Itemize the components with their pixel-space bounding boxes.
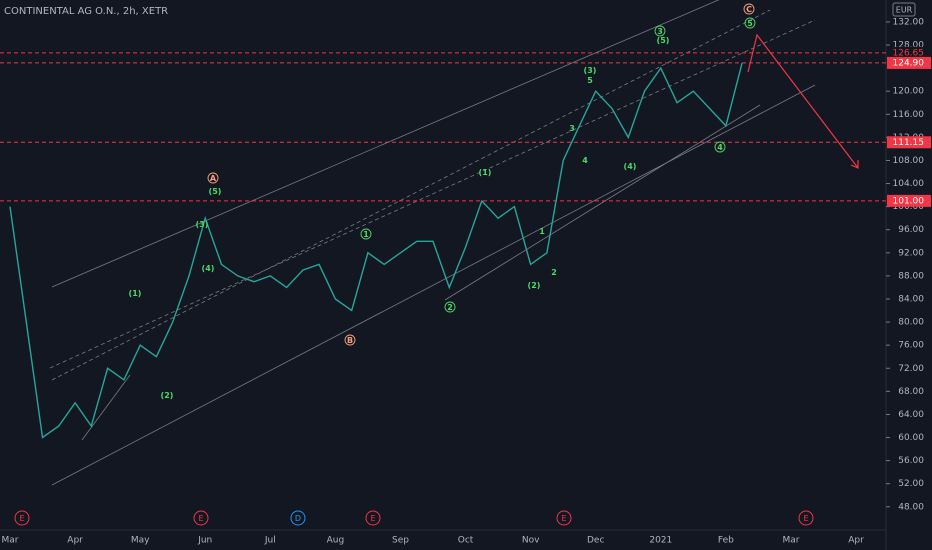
level-label-box xyxy=(887,136,931,149)
wave-label: 5 xyxy=(747,19,753,28)
wave-circle xyxy=(444,301,456,313)
wave-circle xyxy=(714,141,726,153)
x-tick-label: Apr xyxy=(848,536,864,546)
wave-label: C xyxy=(746,5,752,14)
wave-label: 4 xyxy=(582,156,588,165)
wave-label: (5) xyxy=(657,36,670,45)
channel-line xyxy=(51,0,720,288)
event-label: D xyxy=(295,514,301,523)
wave-circle xyxy=(344,334,356,346)
wave-circle xyxy=(654,25,666,37)
wave-label: (2) xyxy=(528,281,541,290)
projection xyxy=(747,33,859,169)
level-label: 111.15 xyxy=(893,138,925,148)
wave-label: 2 xyxy=(551,268,557,277)
channel-line xyxy=(444,104,761,301)
level-label: 126.65 xyxy=(893,48,925,58)
wave-label: (4) xyxy=(624,162,637,171)
wave-label: (1) xyxy=(129,289,142,298)
x-tick-label: Jun xyxy=(197,536,212,546)
channel-line xyxy=(51,84,816,486)
y-tick-label: 76.00 xyxy=(898,341,924,351)
y-tick-label: 132.00 xyxy=(893,17,925,27)
x-tick-label: Mar xyxy=(782,536,799,546)
event-marker xyxy=(193,510,209,526)
y-tick-label: 108.00 xyxy=(893,156,925,166)
x-tick-label: Apr xyxy=(67,536,83,546)
y-tick-label: 128.00 xyxy=(893,41,925,51)
wave-label: (4) xyxy=(202,264,215,273)
y-tick-label: 96.00 xyxy=(898,225,924,235)
wave-circle xyxy=(744,17,756,29)
wave-label: (5) xyxy=(209,187,222,196)
wave-label: 1 xyxy=(539,227,545,236)
wave-label: 4 xyxy=(717,143,723,152)
x-tick-label: Dec xyxy=(587,536,604,546)
event-label: E xyxy=(19,514,24,523)
currency: EUR xyxy=(896,6,913,15)
wave-label: 3 xyxy=(657,27,663,36)
event-label: E xyxy=(370,514,375,523)
wave-label: 1 xyxy=(363,230,369,239)
event-label: E xyxy=(561,514,566,523)
y-tick-label: 120.00 xyxy=(893,87,925,97)
y-tick-label: 60.00 xyxy=(898,433,924,443)
currency-box xyxy=(892,2,916,17)
y-tick-label: 104.00 xyxy=(893,179,925,189)
event-marker xyxy=(14,510,30,526)
level-label-box xyxy=(887,194,931,207)
wave-circle xyxy=(743,3,755,15)
y-tick-label: 100.00 xyxy=(893,202,925,212)
arrow-head xyxy=(850,160,859,169)
y-tick-label: 64.00 xyxy=(898,410,924,420)
wave-circle xyxy=(360,228,372,240)
y-tick-label: 48.00 xyxy=(898,502,924,512)
level-label-box xyxy=(887,46,931,59)
y-tick-label: 88.00 xyxy=(898,271,924,281)
y-tick-label: 68.00 xyxy=(898,387,924,397)
y-tick-label: 92.00 xyxy=(898,248,924,258)
y-tick-label: 84.00 xyxy=(898,294,924,304)
level-label: 124.90 xyxy=(893,58,925,68)
wave-label: (3) xyxy=(584,66,597,75)
chart-title: CONTINENTAL AG O.N., 2h, XETR xyxy=(4,6,168,17)
y-tick-label: 52.00 xyxy=(898,479,924,489)
channel-mid-line xyxy=(51,9,771,381)
wave-label: B xyxy=(347,336,353,345)
wave-label: 5 xyxy=(587,76,593,85)
x-tick-label: Feb xyxy=(718,536,734,546)
x-tick-label: Nov xyxy=(522,536,540,546)
price-line xyxy=(9,62,743,439)
projection-arrow xyxy=(747,33,859,169)
x-tick-label: Sep xyxy=(392,536,409,546)
x-tick-label: May xyxy=(131,536,150,546)
wave-label: 3 xyxy=(569,124,575,133)
y-tick-label: 80.00 xyxy=(898,318,924,328)
y-tick-label: 72.00 xyxy=(898,364,924,374)
x-tick-label: Mar xyxy=(2,536,19,546)
x-tick-label: Jul xyxy=(264,536,276,546)
level-label: 101.00 xyxy=(893,196,925,206)
wave-label: (3) xyxy=(196,220,209,229)
wave-circle xyxy=(207,172,219,184)
event-marker xyxy=(798,510,814,526)
wave-label: (1) xyxy=(479,168,492,177)
wave-label: (2) xyxy=(161,391,174,400)
event-marker xyxy=(290,510,306,526)
channel-line xyxy=(81,374,131,441)
x-tick-label: Oct xyxy=(458,536,474,546)
wave-label: A xyxy=(210,174,217,183)
level-label-box xyxy=(887,56,931,69)
x-tick-label: Aug xyxy=(327,536,345,546)
event-label: E xyxy=(198,514,203,523)
wave-label: 2 xyxy=(447,303,453,312)
x-tick-label: 2021 xyxy=(649,536,672,546)
event-marker xyxy=(556,510,572,526)
y-tick-label: 116.00 xyxy=(893,110,925,120)
y-tick-label: 56.00 xyxy=(898,456,924,466)
event-marker xyxy=(365,510,381,526)
event-label: E xyxy=(803,514,808,523)
